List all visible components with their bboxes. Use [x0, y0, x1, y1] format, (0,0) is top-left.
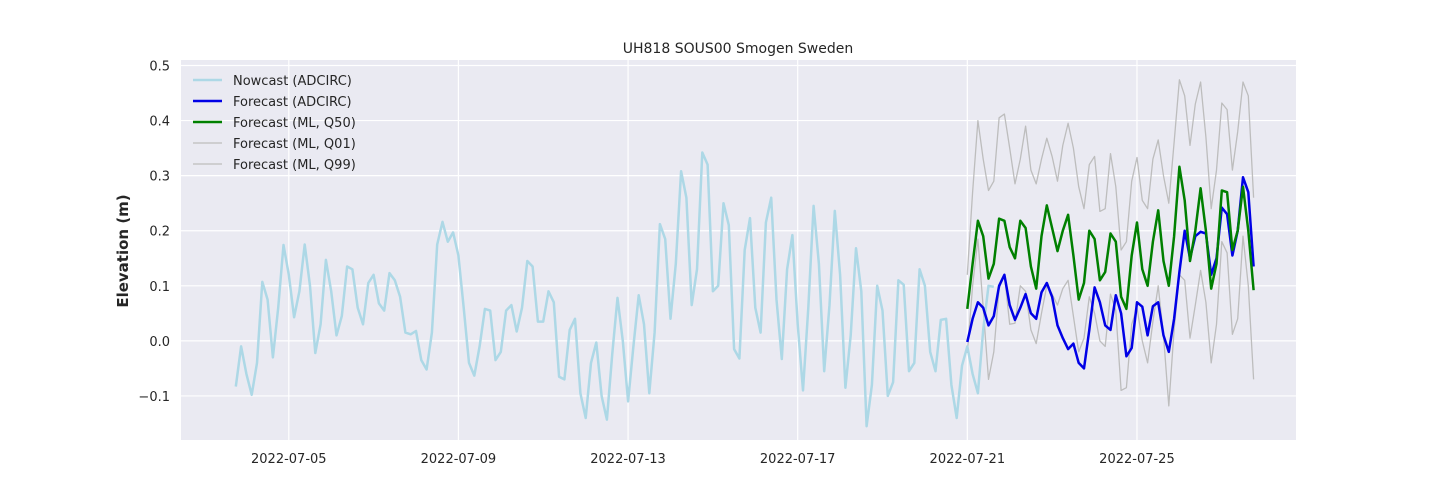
legend-label: Forecast (ML, Q50)	[233, 116, 356, 131]
chart-title: UH818 SOUS00 Smogen Sweden	[623, 41, 854, 57]
y-tick-label: 0.2	[149, 225, 170, 240]
x-axis-ticks: 2022-07-05 2022-07-09 2022-07-13 2022-07-17…	[251, 452, 1175, 467]
y-tick-label: 0.5	[149, 60, 170, 75]
x-tick-label: 2022-07-09	[421, 452, 497, 467]
series-line-4	[966, 235, 1255, 407]
x-tick-label: 2022-07-05	[251, 452, 327, 467]
legend-label: Nowcast (ADCIRC)	[233, 74, 352, 89]
y-axis-label: Elevation (m)	[114, 194, 132, 307]
series-line-1	[234, 151, 995, 428]
series-line-5	[966, 79, 1255, 275]
legend: Nowcast (ADCIRC) Forecast (ADCIRC) Forecas…	[193, 74, 356, 173]
legend-label: Forecast (ML, Q01)	[233, 137, 356, 152]
y-tick-label: 0.3	[149, 170, 170, 185]
y-axis-ticks: 0.5 0.4 0.3 0.2 0.1 0.0 −0.1	[138, 60, 170, 405]
x-tick-label: 2022-07-13	[590, 452, 666, 467]
y-tick-label: 0.4	[149, 115, 170, 130]
series-lines	[234, 79, 1255, 428]
legend-label: Forecast (ML, Q99)	[233, 158, 356, 173]
x-tick-label: 2022-07-25	[1099, 452, 1175, 467]
x-tick-label: 2022-07-17	[760, 452, 836, 467]
y-tick-label: 0.1	[149, 280, 170, 295]
series-line-3	[966, 165, 1255, 311]
plot-background	[181, 60, 1296, 440]
x-tick-label: 2022-07-21	[930, 452, 1006, 467]
y-tick-label: 0.0	[149, 335, 170, 350]
legend-label: Forecast (ADCIRC)	[233, 95, 352, 110]
y-tick-label: −0.1	[138, 390, 170, 405]
